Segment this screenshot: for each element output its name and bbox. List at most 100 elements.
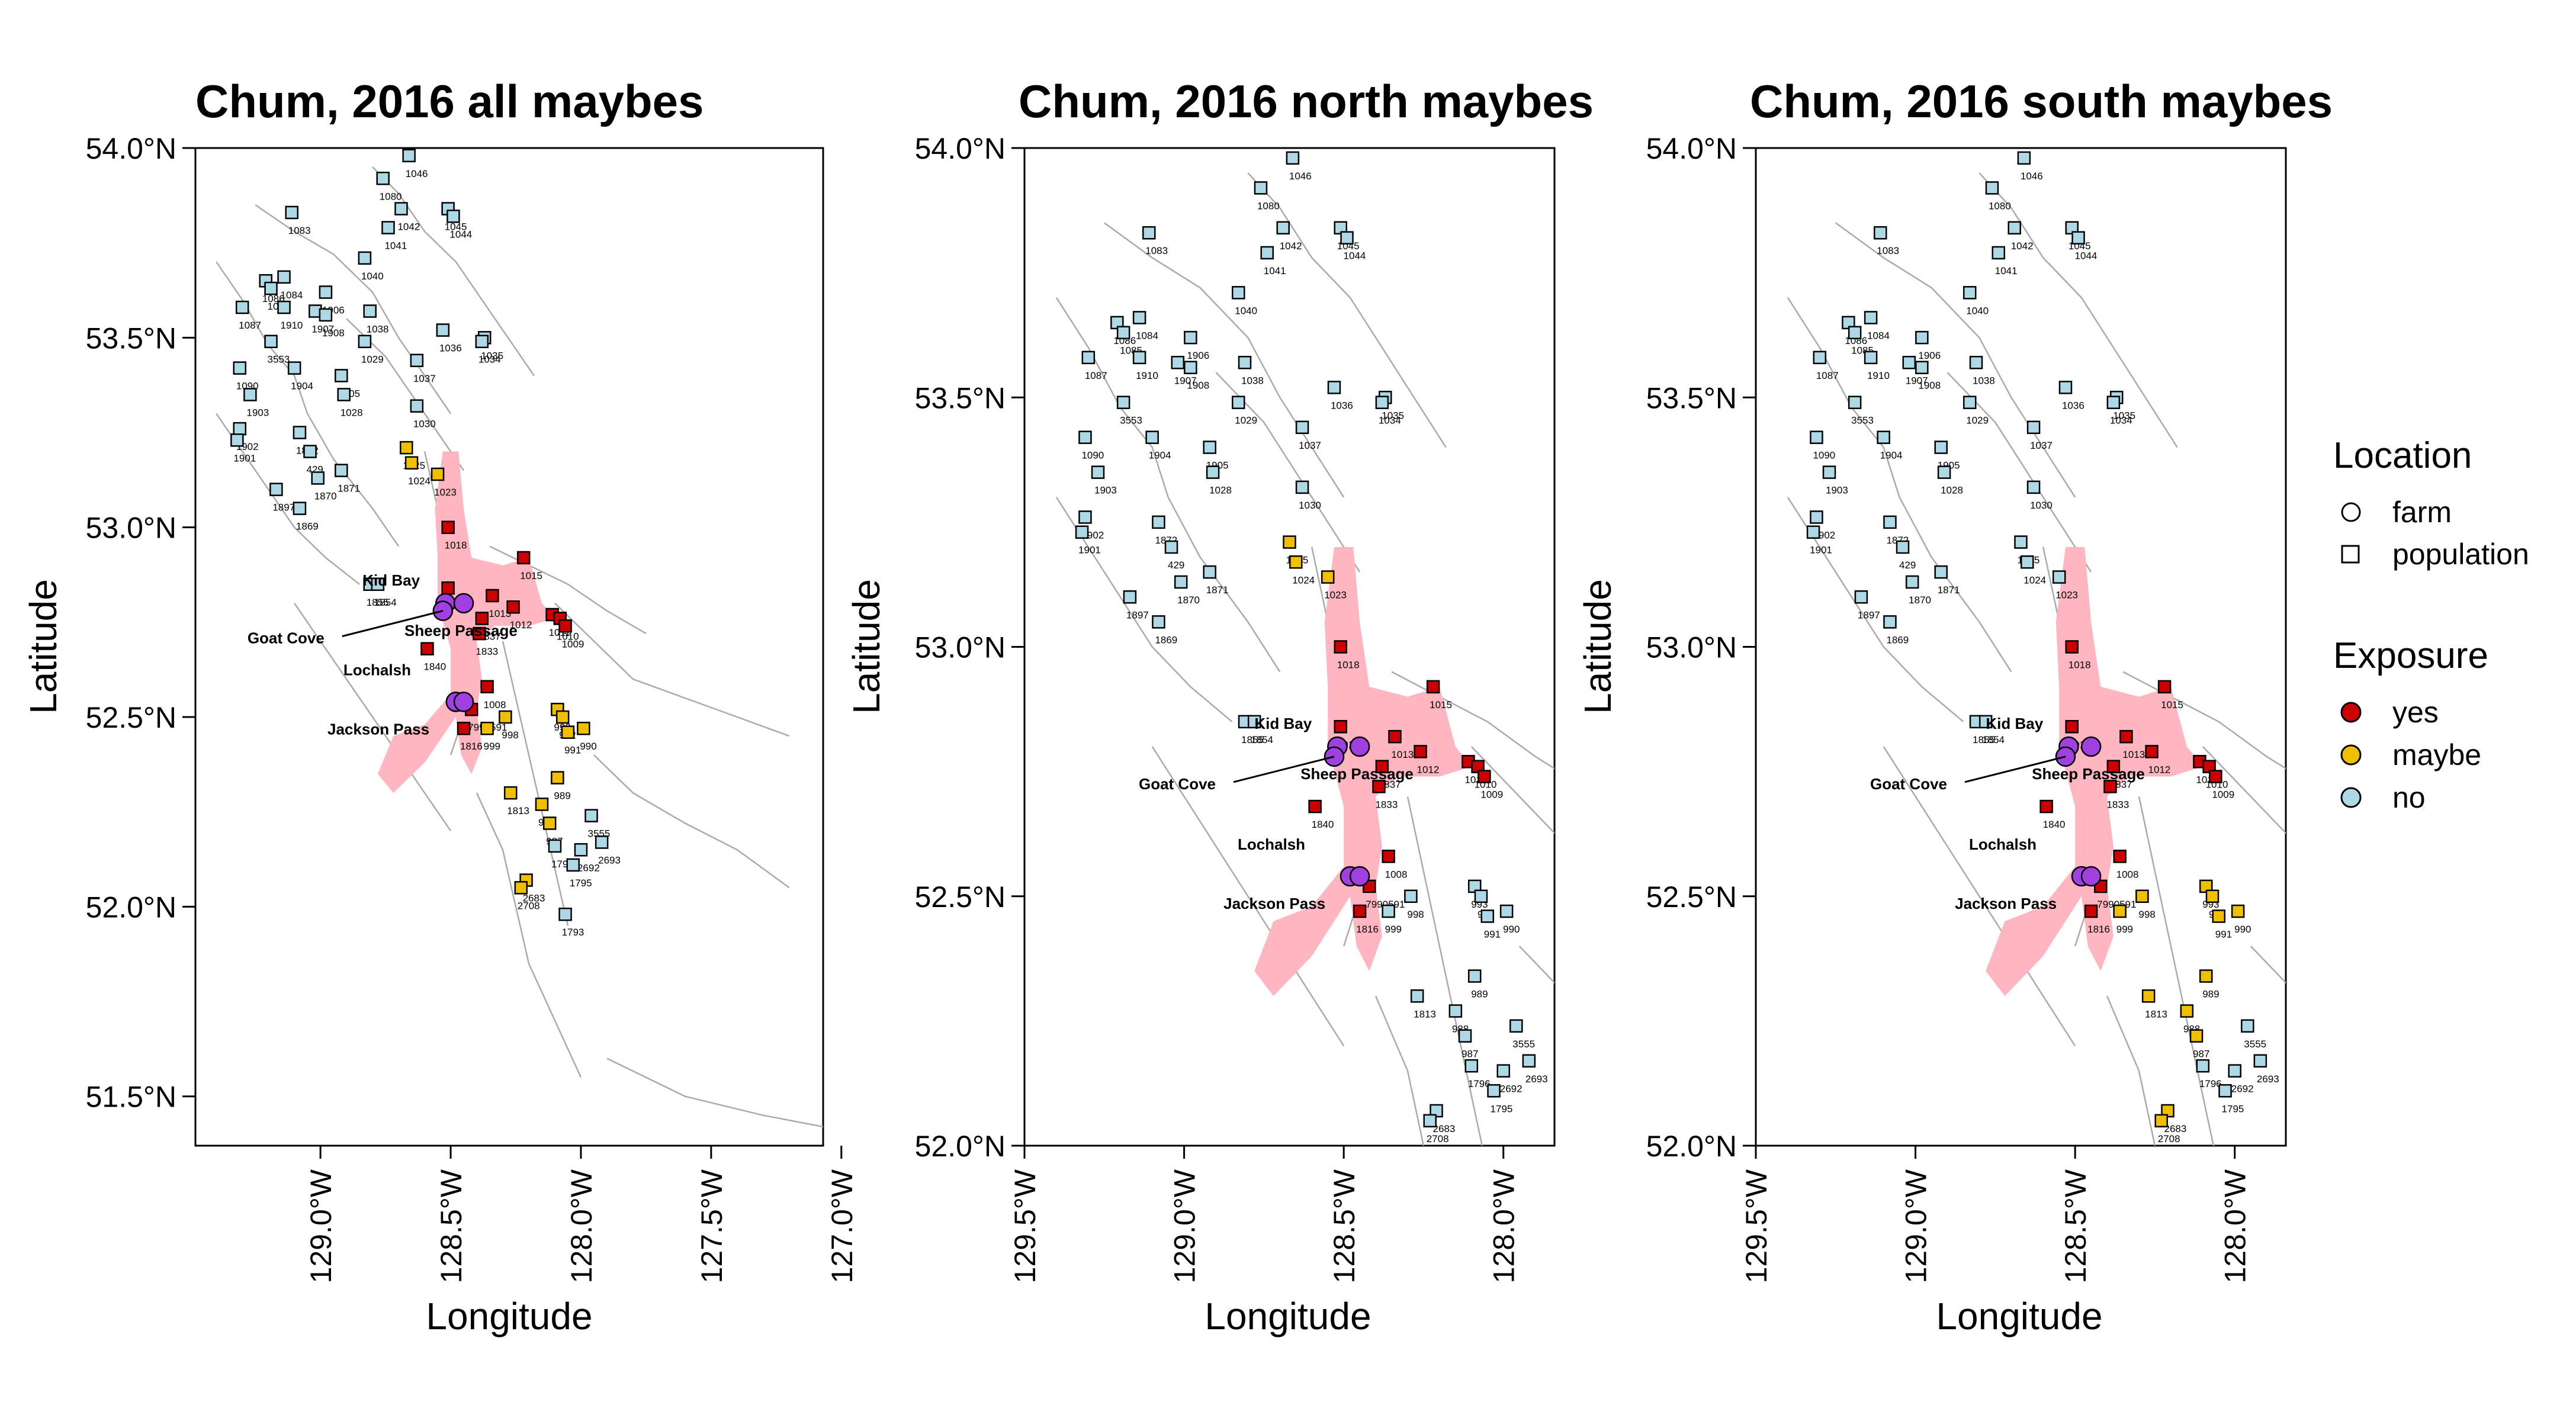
population-id: 1084 [1867, 330, 1890, 341]
lat-tick-label: 52.0°N [915, 1130, 1006, 1163]
lat-tick-label: 54.0°N [915, 132, 1006, 165]
population-id: 1045 [445, 221, 467, 233]
population-square [1985, 181, 1999, 195]
population-square [1388, 729, 1402, 744]
population-id: 2692 [2231, 1084, 2254, 1095]
population-id: 998 [1407, 909, 1424, 920]
lat-tick-label: 53.5°N [915, 381, 1006, 414]
farm-label: Kid Bay [1986, 715, 2043, 732]
population-square [400, 441, 413, 455]
population-id: 1904 [1149, 450, 1171, 461]
population-marker: 1046 [2017, 151, 2043, 182]
population-square [1937, 465, 1951, 479]
coastline-segment [2202, 746, 2286, 834]
population-square [555, 710, 570, 724]
population-square [1254, 181, 1268, 195]
population-square [499, 710, 512, 724]
population-marker: 1897 [1123, 590, 1149, 621]
population-marker: 998 [2135, 889, 2156, 920]
population-id: 1910 [281, 320, 303, 331]
population-id: 1816 [1356, 924, 1379, 935]
coastline-segment [1104, 222, 1345, 498]
population-id: 1897 [1858, 609, 1880, 621]
population-id: 999 [2116, 924, 2133, 935]
farm-label: Goat Cove [1870, 775, 1947, 793]
population-id: 1816 [460, 741, 483, 752]
population-marker: 998 [499, 710, 519, 741]
population-square [2205, 889, 2220, 903]
population-id: 998 [502, 729, 518, 741]
population-square [1382, 904, 1395, 918]
population-id: 1018 [2068, 660, 2091, 671]
population-id: 1023 [2055, 590, 2078, 601]
population-square [1203, 565, 1216, 579]
population-marker: 1036 [436, 323, 462, 354]
population-marker: 989 [2199, 969, 2220, 1000]
population-square [2058, 381, 2073, 394]
population-square [410, 353, 424, 368]
population-marker: 2693 [2253, 1054, 2279, 1085]
population-square [1905, 575, 1919, 589]
population-marker: 3555 [2241, 1019, 2266, 1050]
site-markers: 1046108010451044104210831041190610401086… [230, 149, 621, 938]
y-axis-label: Latitude [845, 579, 888, 714]
population-square [548, 839, 562, 853]
axes: 52.0°N 52.5°N 53.0°N 53.5°N 54.0°N 129.5°W 129… [915, 132, 1521, 1283]
population-marker: 1795 [2218, 1084, 2244, 1114]
population-id: 429 [1168, 560, 1184, 571]
population-square [2218, 1084, 2232, 1098]
population-square [1474, 889, 1488, 903]
population-square [2052, 570, 2066, 584]
population-marker: 1013 [486, 589, 511, 619]
population-square [2180, 1004, 2194, 1018]
population-id: 989 [1471, 989, 1488, 1000]
population-marker: 1083 [1142, 226, 1168, 256]
population-id: 1037 [2030, 440, 2053, 451]
population-marker: 1028 [1937, 465, 1963, 496]
population-marker: 1870 [1174, 575, 1200, 606]
population-square [1854, 590, 1868, 604]
population-id: 2683 [1433, 1123, 1456, 1134]
population-square [1260, 246, 1274, 260]
coastline-segment [294, 603, 452, 831]
population-marker: 1024 [1289, 555, 1315, 586]
population-square [1522, 1054, 1536, 1068]
population-id: 1904 [1880, 450, 1903, 461]
population-id: 1038 [1973, 375, 1995, 386]
migration-route-area [1986, 547, 2203, 996]
population-square [319, 308, 333, 322]
population-marker: 2692 [574, 843, 600, 873]
population-marker: 1041 [1260, 246, 1286, 277]
population-square [371, 577, 385, 591]
population-marker: 2708 [514, 881, 540, 911]
population-marker: 1090 [1078, 430, 1104, 461]
population-square [584, 809, 598, 822]
population-marker: 1018 [2065, 640, 2091, 671]
population-marker: 3553 [1116, 396, 1142, 426]
population-square [2065, 640, 2079, 654]
population-square [1184, 361, 1197, 374]
coastline-segment [1947, 372, 2092, 573]
lat-tick-label: 52.5°N [1646, 880, 1737, 914]
population-square [1978, 715, 1993, 729]
population-marker: 999 [480, 721, 500, 752]
panel-title: Chum, 2016 south maybes [1750, 75, 2333, 127]
population-marker: 1023 [431, 467, 457, 498]
population-square [2106, 396, 2121, 409]
population-square [230, 433, 244, 447]
population-marker: 991 [1480, 909, 1501, 940]
lat-tick-label: 52.0°N [1646, 1130, 1737, 1163]
population-square [402, 149, 416, 163]
population-id: 1044 [2075, 250, 2098, 262]
population-id: 1015 [2161, 699, 2183, 710]
population-square [376, 172, 390, 185]
population-marker: 1080 [1254, 181, 1280, 211]
population-marker: 1897 [269, 483, 295, 513]
population-marker: 1040 [358, 251, 384, 282]
population-marker: 1015 [516, 551, 542, 581]
population-square [1848, 326, 1862, 339]
population-id: 1906 [1918, 350, 1941, 361]
population-square [1152, 615, 1165, 629]
population-square [1883, 515, 1897, 529]
population-square [514, 881, 528, 895]
